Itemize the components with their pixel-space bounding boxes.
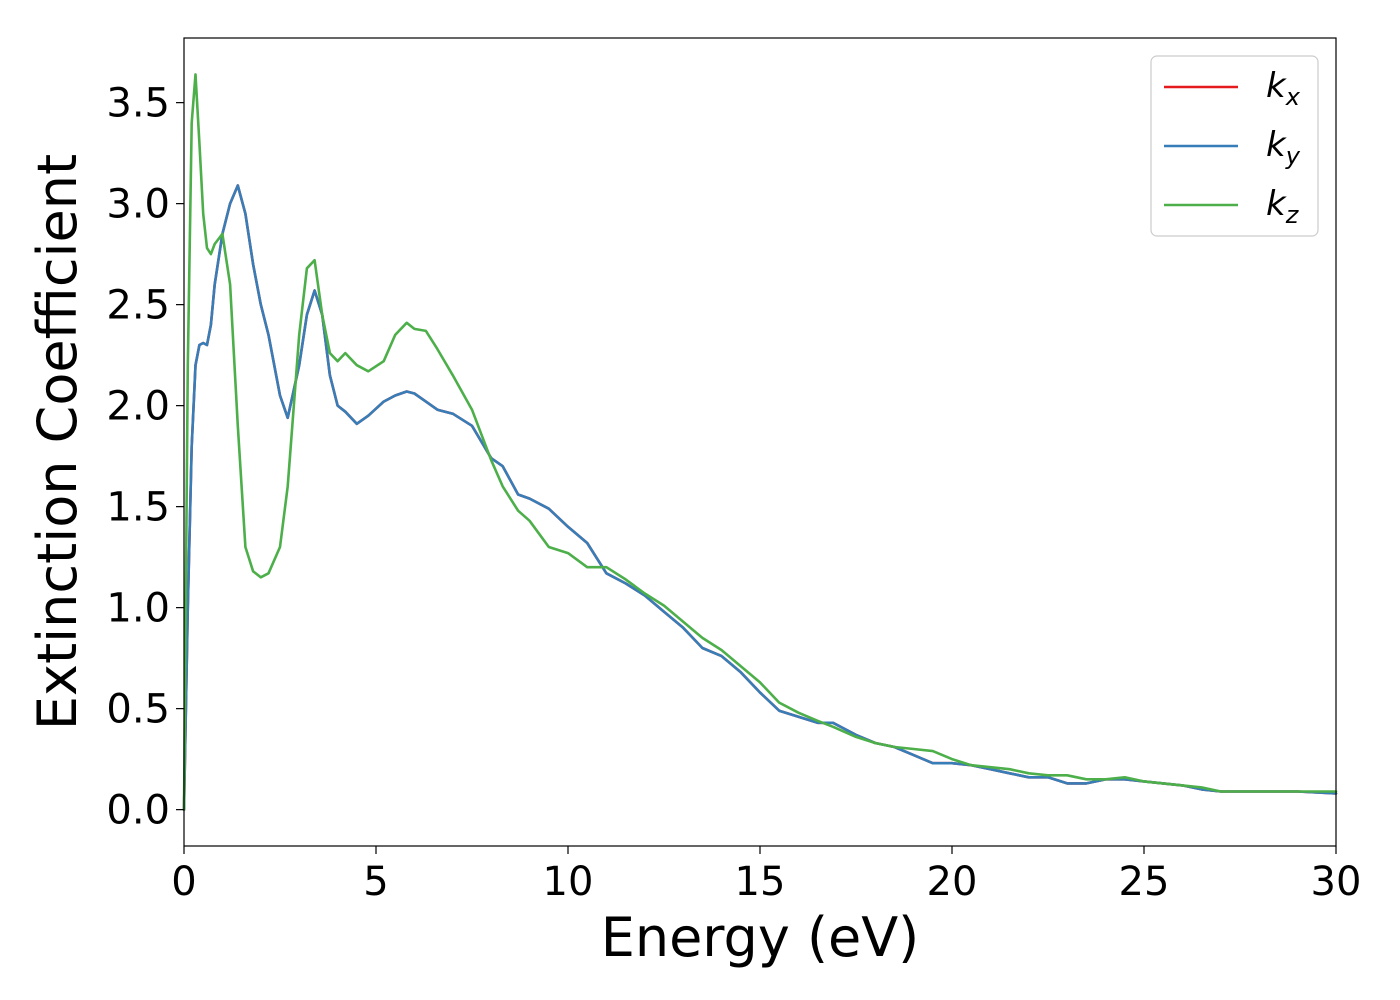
x-tick-label: 5 [363, 859, 388, 905]
x-tick-label: 30 [1311, 859, 1362, 905]
series-line-z [182, 73, 1338, 811]
legend-label-z: kz [1266, 184, 1300, 229]
y-tick-label: 2.5 [106, 283, 170, 329]
x-tick-label: 15 [735, 859, 786, 905]
y-tick-label: 1.5 [106, 485, 170, 531]
y-tick-label: 3.0 [106, 182, 170, 228]
x-axis-title: Energy (eV) [601, 906, 920, 969]
y-tick-label: 3.5 [106, 81, 170, 127]
y-axis-ticks: 0.0 0.5 1.0 1.5 2.0 2.5 3.0 3.5 [106, 81, 184, 834]
x-tick-label: 25 [1119, 859, 1170, 905]
y-tick-label: 0.5 [106, 687, 170, 733]
y-axis-title: Extinction Coefficient [26, 154, 89, 730]
plot-lines [182, 73, 1338, 811]
y-tick-label: 1.0 [106, 586, 170, 632]
x-axis-ticks: 0 5 10 15 20 25 30 [171, 846, 1361, 905]
x-tick-label: 20 [927, 859, 978, 905]
y-tick-label: 2.0 [106, 384, 170, 430]
series-line-y [182, 184, 1338, 811]
y-tick-label: 0.0 [106, 788, 170, 834]
legend-label-y: ky [1266, 125, 1301, 170]
legend: kx ky kz [1150, 55, 1319, 237]
x-tick-label: 10 [543, 859, 594, 905]
x-tick-label: 0 [171, 859, 196, 905]
legend-label-x: kx [1266, 66, 1301, 111]
